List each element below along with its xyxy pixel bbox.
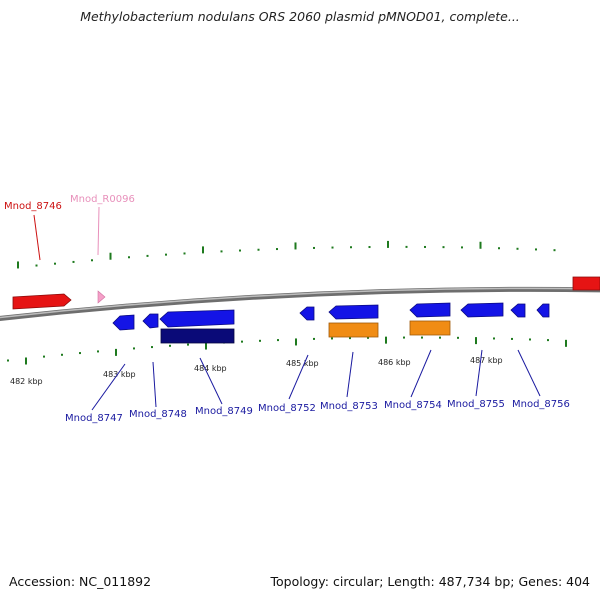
feature-orange-bar-2[interactable] — [409, 320, 451, 336]
gene-arrow-mnod-8754[interactable] — [409, 302, 451, 318]
gene-arrow-right-edge[interactable] — [572, 276, 600, 291]
gene-label-mnod-8756[interactable]: Mnod_8756 — [512, 399, 570, 410]
gene-label-mnod-8753[interactable]: Mnod_8753 — [320, 401, 378, 412]
gene-arrow-mnod-r0096[interactable] — [97, 290, 106, 304]
gene-arrow-mnod-8746[interactable] — [12, 293, 72, 310]
gene-arrow-mnod-8748[interactable] — [142, 313, 159, 329]
gene-arrow-mnod-8749[interactable] — [159, 309, 235, 328]
gene-label-mnod-8755[interactable]: Mnod_8755 — [447, 399, 505, 410]
gene-arrow-mnod-8753[interactable] — [328, 304, 379, 320]
gene-label-mnod-r0096[interactable]: Mnod_R0096 — [70, 194, 135, 205]
backbone — [0, 286, 600, 321]
gene-label-mnod-8748[interactable]: Mnod_8748 — [129, 409, 187, 420]
backbone-line — [0, 286, 600, 321]
gene-label-mnod-8746[interactable]: Mnod_8746 — [4, 201, 62, 212]
kbp-label: 486 kbp — [378, 358, 411, 367]
backbone-highlight — [0, 287, 600, 319]
topology-text: Topology: circular; Length: 487,734 bp; … — [270, 574, 591, 589]
gene-arrow-mnod-8756a[interactable] — [510, 303, 526, 318]
leader-lines — [33, 206, 541, 411]
kbp-label: 485 kbp — [286, 359, 319, 368]
kbp-label: 482 kbp — [10, 377, 43, 386]
map-title: Methylobacterium nodulans ORS 2060 plasm… — [80, 9, 520, 24]
kbp-label: 483 kbp — [103, 370, 136, 379]
gene-arrow-mnod-8747[interactable] — [112, 314, 135, 331]
kbp-scale-labels: 482 kbp 483 kbp 484 kbp 485 kbp 486 kbp 487 k… — [10, 356, 503, 386]
gene-label-mnod-8752[interactable]: Mnod_8752 — [258, 403, 316, 414]
feature-orange-bar-1[interactable] — [328, 322, 379, 338]
kbp-label: 487 kbp — [470, 356, 503, 365]
gene-arrow-mnod-8755[interactable] — [460, 302, 504, 318]
gene-label-mnod-8754[interactable]: Mnod_8754 — [384, 400, 442, 411]
gene-label-mnod-8747[interactable]: Mnod_8747 — [65, 413, 123, 424]
gene-arrow-mnod-8756b[interactable] — [536, 303, 550, 318]
accession-text: Accession: NC_011892 — [9, 574, 152, 589]
outer-tick-ring — [17, 240, 556, 269]
gene-label-mnod-8749[interactable]: Mnod_8749 — [195, 406, 253, 417]
inner-tick-ring — [7, 336, 567, 365]
kbp-label: 484 kbp — [194, 364, 227, 373]
feature-navy-bar[interactable] — [160, 328, 235, 344]
gene-arrow-mnod-8752[interactable] — [299, 306, 315, 321]
